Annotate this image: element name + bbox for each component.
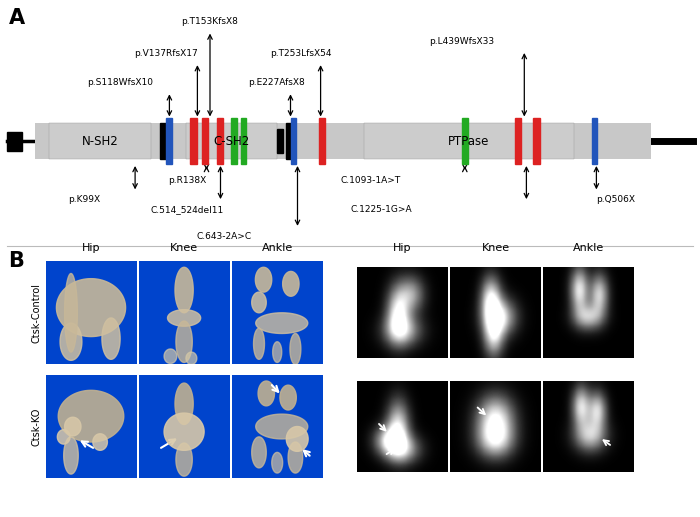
Bar bbox=[202, 118, 208, 164]
Text: p.S118WfsX10: p.S118WfsX10 bbox=[88, 78, 153, 87]
Polygon shape bbox=[288, 442, 302, 473]
Text: Hip: Hip bbox=[82, 244, 100, 253]
Text: Knee: Knee bbox=[482, 244, 510, 253]
Polygon shape bbox=[252, 437, 266, 468]
Polygon shape bbox=[253, 328, 265, 359]
Text: PTPase: PTPase bbox=[448, 135, 490, 148]
Bar bbox=[7, 131, 22, 151]
Bar bbox=[231, 118, 237, 164]
Text: C-SH2: C-SH2 bbox=[213, 135, 249, 148]
Bar bbox=[318, 118, 325, 164]
Polygon shape bbox=[93, 434, 107, 450]
Bar bbox=[160, 123, 166, 159]
Text: Ctsk-Control: Ctsk-Control bbox=[32, 283, 42, 343]
Text: p.T253LfsX54: p.T253LfsX54 bbox=[270, 49, 332, 58]
Bar bbox=[286, 123, 292, 159]
Polygon shape bbox=[175, 383, 193, 424]
Text: Hip: Hip bbox=[393, 244, 412, 253]
Text: p.Q506X: p.Q506X bbox=[596, 195, 636, 204]
Bar bbox=[514, 118, 521, 164]
Polygon shape bbox=[58, 390, 124, 442]
Bar bbox=[186, 123, 276, 159]
Bar bbox=[166, 118, 172, 164]
Polygon shape bbox=[176, 443, 192, 476]
Polygon shape bbox=[280, 385, 296, 410]
Polygon shape bbox=[60, 323, 82, 360]
Text: N-SH2: N-SH2 bbox=[81, 135, 118, 148]
Polygon shape bbox=[283, 271, 299, 296]
Polygon shape bbox=[64, 417, 81, 436]
Polygon shape bbox=[176, 321, 192, 362]
Bar bbox=[217, 118, 223, 164]
Polygon shape bbox=[164, 349, 177, 363]
Polygon shape bbox=[57, 279, 125, 337]
Polygon shape bbox=[64, 273, 77, 352]
Polygon shape bbox=[186, 352, 197, 364]
Text: A: A bbox=[8, 8, 24, 27]
Bar bbox=[276, 129, 283, 154]
Text: p.R138X: p.R138X bbox=[169, 176, 206, 185]
Text: B: B bbox=[8, 251, 24, 271]
Text: Ankle: Ankle bbox=[262, 244, 293, 253]
Text: p.K99X: p.K99X bbox=[68, 195, 100, 204]
Polygon shape bbox=[252, 292, 266, 313]
Text: Knee: Knee bbox=[170, 244, 198, 253]
Text: p.E227AfsX8: p.E227AfsX8 bbox=[248, 78, 305, 87]
Polygon shape bbox=[258, 381, 274, 406]
Text: C.1225-1G>A: C.1225-1G>A bbox=[351, 205, 412, 214]
Text: p.V137RfsX17: p.V137RfsX17 bbox=[134, 49, 198, 58]
Polygon shape bbox=[256, 267, 272, 292]
Polygon shape bbox=[286, 427, 308, 451]
Polygon shape bbox=[256, 313, 308, 333]
Bar bbox=[49, 123, 150, 159]
Polygon shape bbox=[167, 310, 201, 326]
Text: C.1093-1A>T: C.1093-1A>T bbox=[341, 176, 401, 185]
Text: Ctsk-KO: Ctsk-KO bbox=[32, 407, 42, 446]
Bar bbox=[533, 118, 540, 164]
Bar bbox=[190, 118, 197, 164]
Polygon shape bbox=[64, 437, 78, 474]
Text: p.L439WfsX33: p.L439WfsX33 bbox=[429, 37, 495, 46]
Bar bbox=[364, 123, 574, 159]
Polygon shape bbox=[164, 413, 204, 450]
Text: C.514_524del11: C.514_524del11 bbox=[151, 205, 224, 214]
Text: Ankle: Ankle bbox=[573, 244, 604, 253]
Bar bbox=[462, 118, 468, 164]
Bar bbox=[290, 118, 296, 164]
Polygon shape bbox=[290, 333, 301, 364]
Bar bbox=[592, 118, 597, 164]
Polygon shape bbox=[272, 452, 283, 473]
Polygon shape bbox=[256, 414, 308, 439]
Text: p.T153KfsX8: p.T153KfsX8 bbox=[181, 18, 239, 26]
Text: C.643-2A>C: C.643-2A>C bbox=[197, 232, 251, 241]
Polygon shape bbox=[102, 318, 120, 359]
Polygon shape bbox=[175, 267, 193, 313]
Polygon shape bbox=[273, 342, 281, 362]
Bar bbox=[241, 118, 246, 164]
Polygon shape bbox=[57, 430, 70, 444]
Bar bbox=[35, 123, 651, 159]
